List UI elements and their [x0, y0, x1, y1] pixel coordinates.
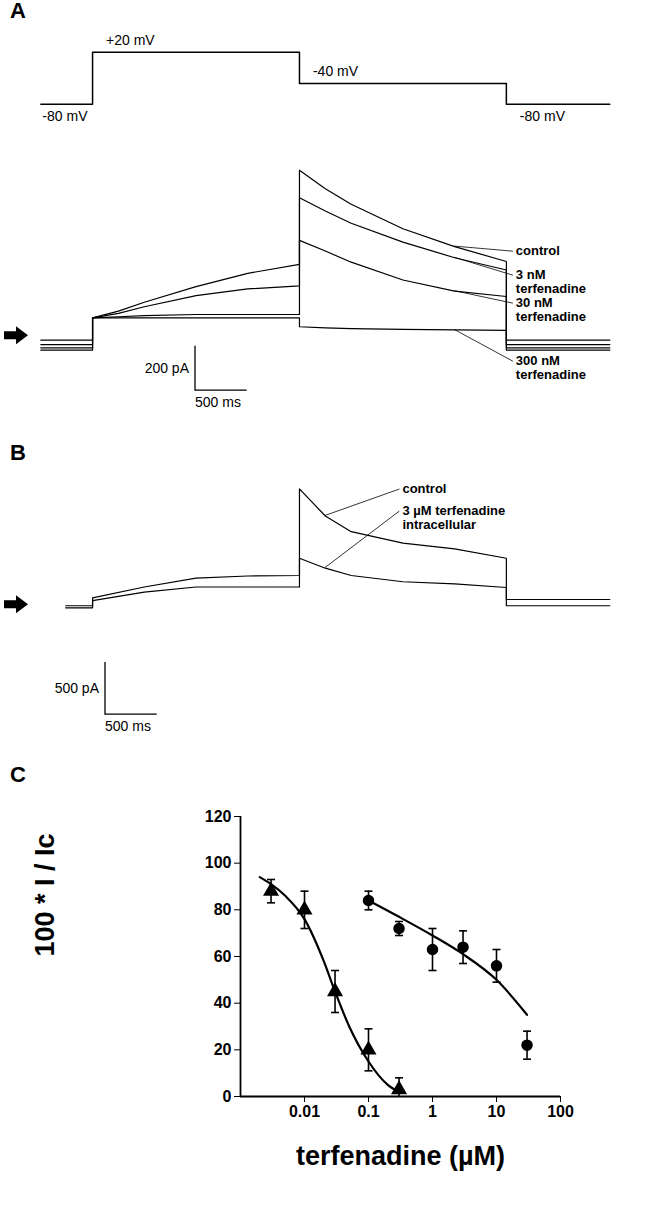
svg-text:10: 10 [488, 1103, 506, 1120]
svg-text:100: 100 [547, 1103, 574, 1120]
svg-text:500 ms: 500 ms [195, 394, 241, 410]
svg-text:20: 20 [214, 1041, 232, 1058]
svg-text:80: 80 [214, 901, 232, 918]
svg-text:3 nMterfenadine: 3 nMterfenadine [516, 267, 586, 296]
svg-text:30 nMterfenadine: 30 nMterfenadine [516, 295, 586, 324]
svg-text:terfenadine (µM): terfenadine (µM) [296, 1141, 505, 1171]
svg-text:-80 mV: -80 mV [42, 108, 88, 124]
svg-text:3 µM terfenadineintracellular: 3 µM terfenadineintracellular [402, 503, 505, 532]
svg-text:0.01: 0.01 [289, 1103, 320, 1120]
svg-text:-80 mV: -80 mV [520, 108, 566, 124]
svg-text:120: 120 [205, 808, 232, 825]
svg-text:500 ms: 500 ms [105, 718, 151, 734]
svg-text:100 * I / Ic: 100 * I / Ic [30, 833, 60, 956]
svg-text:0.1: 0.1 [357, 1103, 379, 1120]
svg-text:40: 40 [214, 994, 232, 1011]
svg-text:+20 mV: +20 mV [106, 32, 155, 48]
svg-text:-40 mV: -40 mV [313, 63, 359, 79]
html-text:B: B [10, 440, 26, 465]
svg-text:0: 0 [223, 1088, 232, 1105]
svg-text:1: 1 [428, 1103, 437, 1120]
svg-text:100: 100 [205, 854, 232, 871]
svg-text:60: 60 [214, 948, 232, 965]
svg-text:control: control [516, 243, 560, 258]
svg-text:500 pA: 500 pA [55, 680, 100, 696]
html-text:C: C [10, 762, 26, 787]
svg-text:control: control [402, 481, 446, 496]
svg-text:300 nMterfenadine: 300 nMterfenadine [516, 353, 586, 382]
svg-text:200 pA: 200 pA [145, 360, 190, 376]
